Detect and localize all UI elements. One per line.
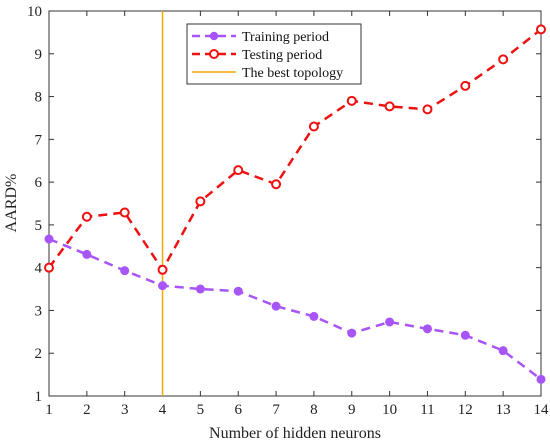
legend-label-training: Training period — [242, 30, 329, 45]
x-tick-label: 13 — [496, 402, 511, 418]
data-point-testing-period — [44, 262, 54, 273]
data-point-testing-period — [81, 211, 92, 222]
data-point-training-period — [309, 311, 319, 321]
data-point-training-period — [271, 301, 281, 311]
x-tick-label: 8 — [310, 402, 318, 418]
data-point-testing-period — [119, 207, 130, 218]
data-point-testing-period — [308, 121, 319, 132]
legend-label-testing: Testing period — [242, 48, 322, 63]
data-point-testing-period — [346, 95, 357, 106]
data-point-training-period — [385, 317, 395, 327]
x-tick-label: 6 — [234, 402, 242, 418]
y-tick-label: 10 — [27, 4, 42, 20]
data-point-testing-period — [460, 80, 471, 91]
y-tick-label: 9 — [35, 47, 43, 63]
x-tick-label: 4 — [159, 402, 167, 418]
legend: Training period Testing period The best … — [186, 23, 362, 85]
data-point-training-period — [82, 249, 92, 259]
data-point-training-period — [158, 281, 168, 291]
data-point-training-period — [460, 330, 470, 340]
x-tick-label: 2 — [83, 402, 91, 418]
x-axis-title: Number of hidden neurons — [209, 425, 381, 442]
y-tick-label: 5 — [35, 218, 43, 234]
x-tick-label: 3 — [121, 402, 129, 418]
data-point-training-period — [347, 328, 357, 338]
data-point-testing-period — [157, 264, 168, 275]
x-tick-label: 7 — [272, 402, 280, 418]
legend-marker-testing — [209, 49, 219, 59]
data-point-training-period — [422, 324, 432, 334]
x-tick-label: 5 — [197, 402, 205, 418]
data-point-training-period — [498, 346, 508, 356]
legend-marker-training — [209, 31, 219, 41]
data-point-training-period — [44, 234, 54, 244]
x-tick-label: 11 — [420, 402, 434, 418]
data-point-testing-period — [195, 196, 206, 207]
y-tick-label: 8 — [35, 90, 43, 106]
y-tick-label: 4 — [35, 261, 43, 277]
data-point-testing-period — [536, 24, 546, 35]
data-point-testing-period — [384, 101, 395, 112]
x-tick-label: 14 — [534, 402, 550, 418]
data-point-testing-period — [271, 179, 282, 190]
data-point-testing-period — [498, 54, 509, 65]
series-line-training-period — [48, 237, 542, 381]
x-tick-label: 9 — [348, 402, 356, 418]
series-group — [44, 24, 546, 384]
y-tick-label: 2 — [35, 346, 43, 362]
data-point-testing-period — [233, 165, 244, 176]
y-tick-label: 7 — [35, 132, 43, 148]
legend-label-best-topology: The best topology — [242, 66, 343, 81]
y-tick-label: 3 — [35, 303, 43, 319]
y-tick-label: 6 — [35, 175, 43, 191]
data-point-training-period — [120, 266, 130, 276]
data-point-training-period — [233, 286, 243, 296]
x-tick-label: 12 — [458, 402, 473, 418]
data-point-testing-period — [422, 104, 433, 115]
y-axis-title: AARD% — [3, 174, 20, 233]
x-tick-label: 10 — [382, 402, 397, 418]
data-point-training-period — [536, 374, 546, 384]
x-tick-label: 1 — [45, 402, 53, 418]
data-point-training-period — [195, 284, 205, 294]
series-line-testing-period — [47, 28, 542, 273]
y-tick-label: 1 — [35, 389, 43, 405]
